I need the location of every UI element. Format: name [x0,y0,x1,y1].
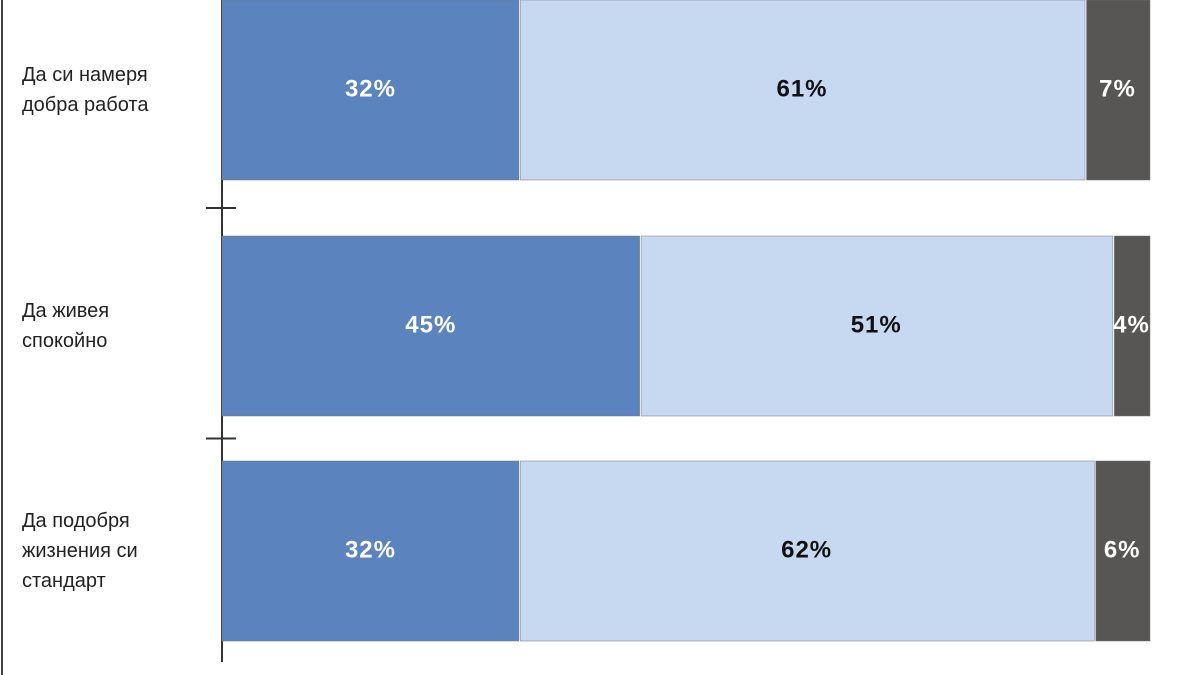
bar-segment [520,460,1095,642]
category-label: Да подобря жизнения си стандарт [22,510,138,592]
value-label: 62% [781,536,832,563]
bar-segment [640,235,1114,417]
bar-segment [520,0,1086,181]
value-label: 32% [345,75,396,102]
bar-segment [1095,460,1151,642]
value-label: 32% [345,536,396,563]
bar-segment [1086,0,1151,181]
value-label: 4% [1113,311,1150,338]
value-label: 6% [1104,536,1141,563]
value-label: 7% [1099,75,1136,102]
bar-segment [221,0,520,181]
category-label: Да си намеря добра работа [22,64,149,116]
bar-segment [221,460,520,642]
value-label: 61% [776,75,827,102]
category-label: Да живея спокойно [22,300,110,352]
bar-segment [1114,235,1151,417]
value-label: 51% [851,311,902,338]
bar-segment [221,235,640,417]
value-label: 45% [405,311,456,338]
